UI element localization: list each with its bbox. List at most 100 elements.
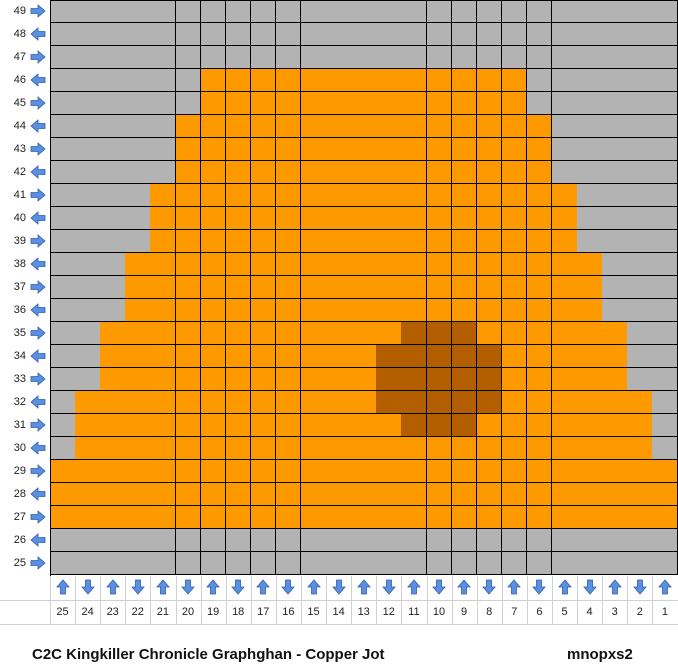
grid-cell	[75, 230, 101, 253]
row-right-arrow-icon	[28, 184, 48, 206]
grid-cell	[351, 391, 377, 414]
grid-cell	[50, 368, 76, 391]
column-number: 1	[661, 606, 668, 618]
grid-cell	[577, 437, 603, 460]
grid-cell	[301, 0, 327, 23]
sheet-gridline	[0, 624, 678, 625]
grid-cell	[376, 483, 402, 506]
row-right-arrow-icon	[28, 138, 48, 160]
grid-cell	[526, 345, 553, 368]
grid-cell	[652, 322, 678, 345]
grid-cell	[275, 483, 302, 506]
grid-cell	[401, 23, 427, 46]
row-right-arrow-icon	[28, 276, 48, 298]
grid-cell	[602, 276, 628, 299]
grid-cell	[75, 368, 101, 391]
grid-cell	[250, 138, 277, 161]
grid-cell	[577, 138, 603, 161]
grid-cell	[301, 437, 327, 460]
grid-cell	[552, 46, 578, 69]
grid-cell	[577, 506, 603, 529]
grid-cell	[476, 506, 503, 529]
grid-cell	[275, 92, 302, 115]
grid-cell	[476, 253, 503, 276]
grid-cell	[602, 414, 628, 437]
grid-cell	[401, 368, 427, 391]
row-right-arrow-icon	[28, 92, 48, 114]
column-down-arrow-icon	[527, 575, 552, 599]
grid-cell	[451, 115, 478, 138]
grid-cell	[451, 506, 478, 529]
grid-cell	[50, 92, 76, 115]
grid-cell	[275, 345, 302, 368]
grid-cell	[476, 161, 503, 184]
grid-cell	[351, 207, 377, 230]
column-number: 4	[586, 606, 593, 618]
grid-cell	[225, 345, 252, 368]
column-number: 17	[257, 606, 270, 618]
grid-cell	[326, 368, 352, 391]
column-number: 9	[461, 606, 468, 618]
grid-cell	[100, 138, 126, 161]
grid-cell	[301, 46, 327, 69]
grid-cell	[577, 299, 603, 322]
grid-cell	[577, 46, 603, 69]
grid-cell	[426, 115, 453, 138]
grid-cell	[552, 92, 578, 115]
grid-cell	[552, 345, 578, 368]
grid-cell	[326, 483, 352, 506]
grid-cell	[175, 46, 202, 69]
grid-cell	[526, 92, 553, 115]
grid-cell	[627, 115, 653, 138]
grid-cell	[250, 552, 277, 575]
grid-cell	[451, 460, 478, 483]
grid-cell	[602, 207, 628, 230]
grid-cell	[426, 69, 453, 92]
grid-cell	[326, 552, 352, 575]
grid-cell	[50, 230, 76, 253]
grid-cell	[326, 207, 352, 230]
row-number: 36	[13, 304, 26, 316]
grid-cell	[75, 437, 101, 460]
grid-cell	[351, 230, 377, 253]
row-right-arrow-icon	[28, 414, 48, 436]
grid-cell	[451, 345, 478, 368]
row-right-arrow-icon	[28, 368, 48, 390]
row-left-arrow-icon	[28, 161, 48, 183]
grid-cell	[301, 115, 327, 138]
column-up-arrow-icon	[502, 575, 527, 599]
grid-cell	[125, 483, 151, 506]
grid-cell	[526, 23, 553, 46]
grid-cell	[652, 69, 678, 92]
grid-cell	[526, 207, 553, 230]
grid-cell	[150, 391, 176, 414]
grid-cell	[602, 506, 628, 529]
grid-cell	[501, 230, 528, 253]
grid-cell	[75, 0, 101, 23]
grid-cell	[351, 253, 377, 276]
grid-cell	[652, 138, 678, 161]
grid-cell	[426, 253, 453, 276]
grid-cell	[125, 506, 151, 529]
grid-cell	[351, 322, 377, 345]
grid-cell	[652, 368, 678, 391]
grid-cell	[100, 552, 126, 575]
grid-cell	[100, 276, 126, 299]
grid-cell	[476, 391, 503, 414]
grid-cell	[476, 184, 503, 207]
grid-cell	[150, 138, 176, 161]
grid-cell	[175, 483, 202, 506]
grid-cell	[250, 460, 277, 483]
grid-cell	[100, 391, 126, 414]
grid-cell	[401, 138, 427, 161]
grid-cell	[326, 115, 352, 138]
grid-cell	[326, 69, 352, 92]
column-up-arrow-icon	[100, 575, 125, 599]
grid-cell	[100, 69, 126, 92]
grid-cell	[326, 230, 352, 253]
row-number: 43	[13, 143, 26, 155]
grid-cell	[100, 414, 126, 437]
grid-cell	[526, 69, 553, 92]
grid-cell	[75, 138, 101, 161]
grid-cell	[351, 506, 377, 529]
